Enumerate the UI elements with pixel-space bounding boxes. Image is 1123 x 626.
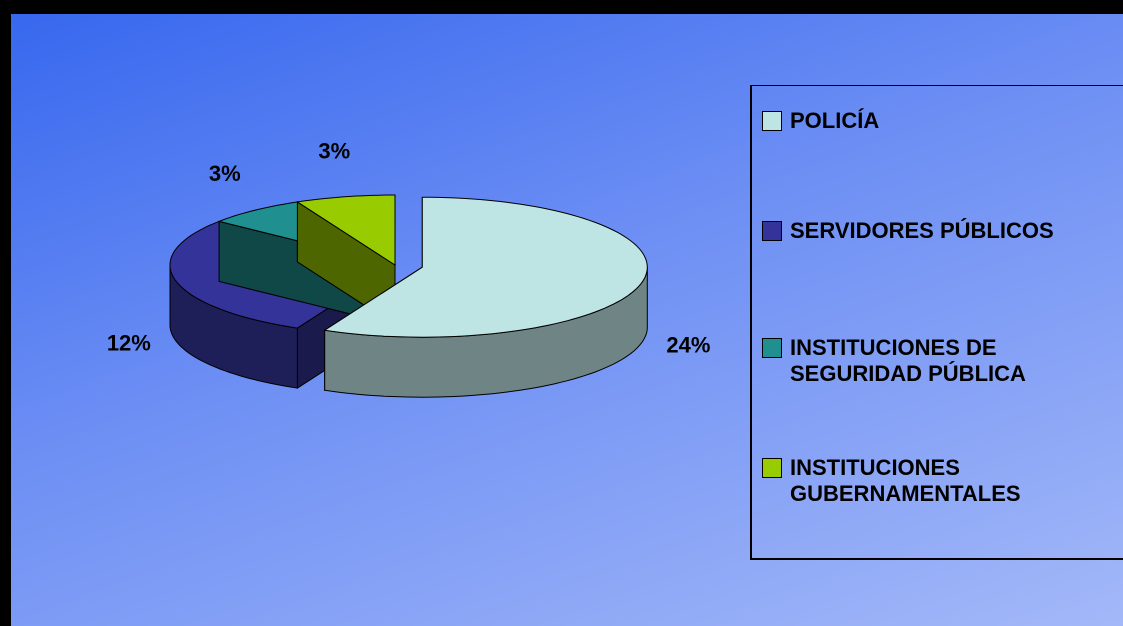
- legend-label: INSTITUCIONES DE SEGURIDAD PÚBLICA: [790, 335, 1026, 386]
- legend-label: SERVIDORES PÚBLICOS: [790, 218, 1054, 243]
- frame: [0, 0, 11, 626]
- data-label: 3%: [209, 161, 241, 186]
- data-label: 3%: [318, 139, 350, 164]
- legend-swatch: [762, 221, 782, 241]
- legend-entry: POLICÍA: [762, 108, 1123, 134]
- legend-entry: INSTITUCIONES GUBERNAMENTALES: [762, 455, 1123, 507]
- legend-swatch: [762, 458, 782, 478]
- data-label: 24%: [666, 333, 710, 358]
- legend-entry: SERVIDORES PÚBLICOS: [762, 218, 1123, 244]
- data-label: 12%: [107, 330, 151, 355]
- legend-label: POLICÍA: [790, 108, 880, 133]
- slice: [323, 196, 648, 338]
- legend-swatch: [762, 338, 782, 358]
- legend-entry: INSTITUCIONES DE SEGURIDAD PÚBLICA: [762, 335, 1123, 387]
- slice: [296, 194, 396, 266]
- legend-swatch: [762, 111, 782, 131]
- legend-label: INSTITUCIONES GUBERNAMENTALES: [790, 455, 1021, 506]
- frame: [0, 0, 1123, 14]
- legend: POLICÍA SERVIDORES PÚBLICOS INSTITUCIONES …: [750, 85, 1123, 560]
